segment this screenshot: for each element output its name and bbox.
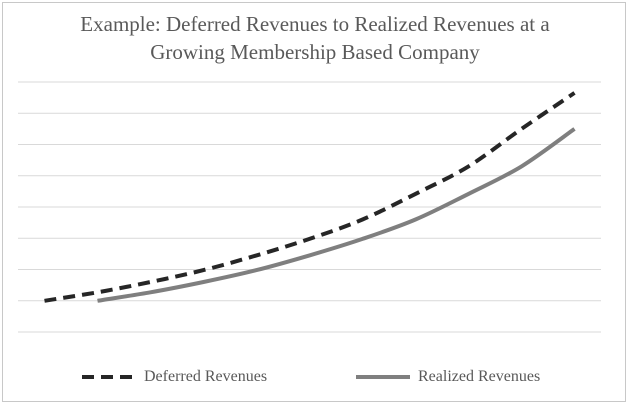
- gridlines: [18, 81, 601, 333]
- legend: Deferred Revenues Realized Revenues: [0, 364, 630, 390]
- legend-label-deferred-revenues: Deferred Revenues: [144, 368, 268, 385]
- chart-frame: [2, 2, 626, 402]
- chart-title-line-2: Growing Membership Based Company: [150, 40, 480, 64]
- legend-swatch-solid: [356, 375, 410, 379]
- chart-title-line-1: Example: Deferred Revenues to Realized R…: [80, 12, 550, 36]
- series-line-realized-revenues: [97, 127, 576, 303]
- legend-item-realized-revenues: Realized Revenues: [354, 364, 540, 390]
- legend-item-deferred-revenues: Deferred Revenues: [80, 364, 267, 390]
- chart-title: Example: Deferred Revenues to Realized R…: [0, 10, 630, 66]
- series-line-deferred-revenues: [44, 91, 576, 303]
- legend-label-realized-revenues: Realized Revenues: [418, 368, 541, 385]
- series-lines: [44, 91, 576, 303]
- legend-swatch-dashed: [82, 375, 136, 379]
